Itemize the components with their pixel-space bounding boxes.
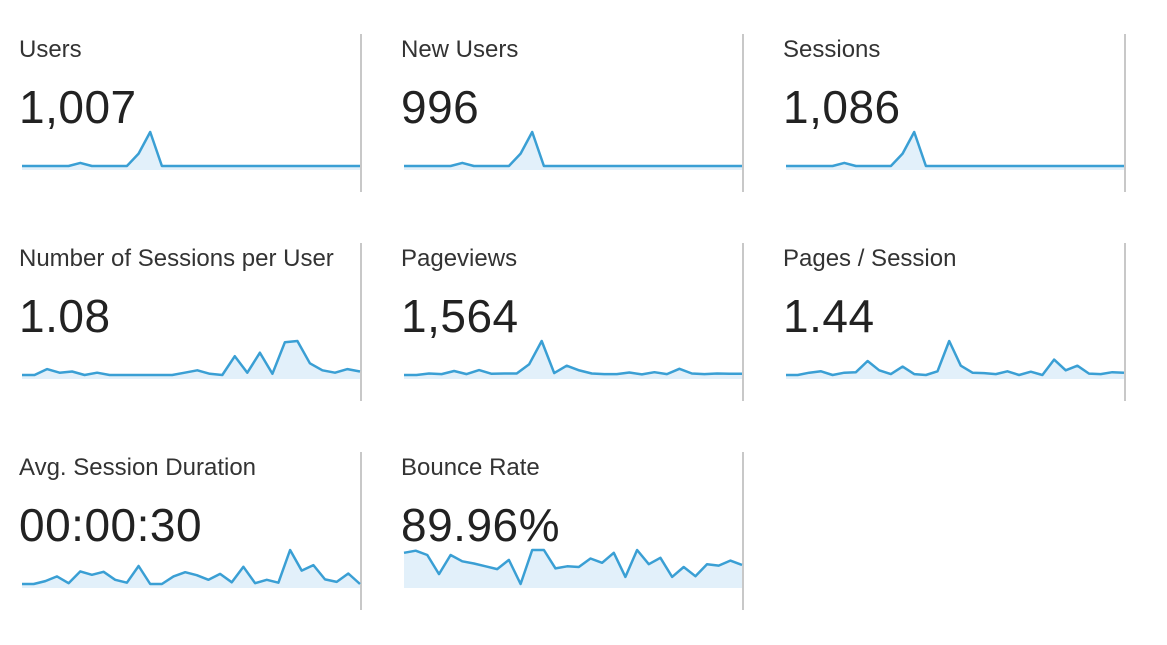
sparkline-area xyxy=(22,341,360,379)
metric-sessions-per-user[interactable]: Number of Sessions per User 1.08 xyxy=(19,243,362,401)
metric-value: 1,086 xyxy=(783,81,901,133)
metric-label: Pages / Session xyxy=(783,245,957,272)
sparkline xyxy=(786,130,1124,170)
metric-label: Bounce Rate xyxy=(401,454,540,481)
metric-value: 00:00:30 xyxy=(19,499,203,551)
sparkline-line xyxy=(22,130,360,168)
metric-pages-per-session[interactable]: Pages / Session 1.44 xyxy=(783,243,1126,401)
metric-users[interactable]: Users 1,007 xyxy=(19,34,362,192)
sparkline xyxy=(22,130,360,170)
sparkline xyxy=(403,548,743,588)
sparkline-line xyxy=(22,339,361,377)
sparkline-line xyxy=(403,548,743,586)
sparkline-line xyxy=(404,339,742,377)
metric-value: 1,564 xyxy=(401,290,519,342)
metric-avg-session-duration[interactable]: Avg. Session Duration 00:00:30 xyxy=(19,452,362,610)
metric-bounce-rate[interactable]: Bounce Rate 89.96% xyxy=(401,452,744,610)
sparkline-line xyxy=(786,130,1124,168)
sparkline xyxy=(22,548,361,588)
sparkline-area xyxy=(786,341,1124,379)
metric-label: Avg. Session Duration xyxy=(19,454,257,481)
sparkline-line xyxy=(786,339,1125,377)
metric-value: 1.08 xyxy=(19,290,111,342)
sparkline xyxy=(404,130,742,170)
metric-new-users[interactable]: New Users 996 xyxy=(401,34,744,192)
metric-value: 996 xyxy=(401,81,480,133)
sparkline-line xyxy=(22,548,361,586)
metric-sessions[interactable]: Sessions 1,086 xyxy=(783,34,1126,192)
metric-value: 89.96% xyxy=(401,499,561,551)
sparkline xyxy=(404,339,742,379)
metric-value: 1.44 xyxy=(783,290,875,342)
sparkline-line xyxy=(404,130,742,168)
sparkline-area xyxy=(404,550,742,588)
metric-label: Pageviews xyxy=(401,245,518,272)
sparkline xyxy=(786,339,1125,379)
metric-pageviews[interactable]: Pageviews 1,564 xyxy=(401,243,744,401)
metric-label: Users xyxy=(19,36,82,63)
metric-label: Number of Sessions per User xyxy=(19,245,334,272)
sparkline-area xyxy=(22,550,360,588)
metric-label: New Users xyxy=(401,36,519,63)
metric-value: 1,007 xyxy=(19,81,137,133)
sparkline xyxy=(22,339,361,379)
sparkline-area xyxy=(404,341,742,379)
metric-label: Sessions xyxy=(783,36,881,63)
